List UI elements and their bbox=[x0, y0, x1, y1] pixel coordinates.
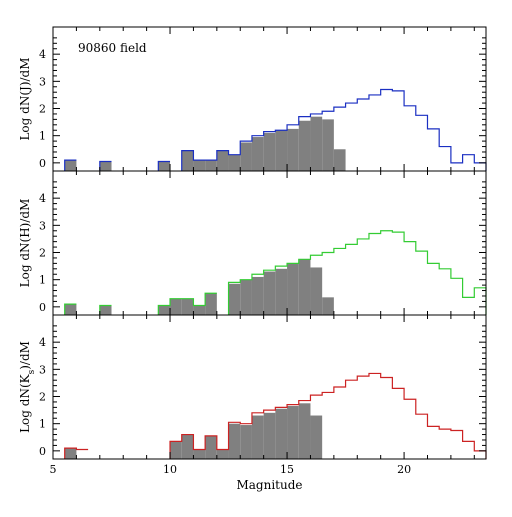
y-tick-label: 2 bbox=[39, 391, 46, 404]
histogram-bar bbox=[251, 415, 264, 459]
histogram-bar bbox=[170, 441, 182, 459]
histogram-bar bbox=[193, 449, 206, 459]
histogram-bar bbox=[170, 298, 182, 315]
y-tick-label: 1 bbox=[39, 130, 46, 143]
y-tick-label: 0 bbox=[39, 157, 46, 170]
histogram-bar bbox=[216, 449, 229, 459]
histogram-bar bbox=[64, 448, 77, 459]
y-tick-label: 3 bbox=[39, 75, 46, 88]
histogram-outline-series bbox=[64, 372, 487, 459]
y-tick-label: 0 bbox=[39, 301, 46, 314]
histogram-bar bbox=[251, 137, 264, 171]
histogram-bar bbox=[181, 298, 194, 315]
histogram-bar bbox=[263, 271, 276, 315]
histogram-bar bbox=[205, 293, 217, 315]
histogram-bar bbox=[298, 403, 311, 459]
y-tick-label: 4 bbox=[39, 192, 46, 205]
histogram-bar bbox=[287, 406, 299, 459]
histogram-bar bbox=[216, 150, 229, 171]
histogram-bar bbox=[228, 283, 241, 315]
histogram-bar bbox=[228, 423, 241, 459]
histogram-bar bbox=[64, 304, 77, 315]
histogram-bar bbox=[228, 154, 241, 171]
histogram-bar bbox=[240, 425, 252, 459]
panel-3: 0 1 2 3 4 5 10 15 20 Log dN(Ks)/dM Magnitude bbox=[18, 314, 487, 492]
histogram-bar bbox=[64, 160, 77, 171]
histogram-bar bbox=[298, 259, 311, 315]
histogram-bar bbox=[99, 161, 112, 171]
histogram-bar bbox=[298, 120, 311, 171]
y-tick-label: 0 bbox=[39, 445, 46, 458]
histogram-bar bbox=[310, 415, 323, 459]
y-tick-label: 3 bbox=[39, 363, 46, 376]
histogram-bar bbox=[205, 435, 217, 459]
x-tick-label: 5 bbox=[50, 463, 57, 476]
y-tick-label: 3 bbox=[39, 219, 46, 232]
histogram-bar bbox=[181, 434, 194, 459]
x-tick-label: 15 bbox=[280, 463, 294, 476]
histogram-bar bbox=[263, 412, 276, 459]
panel-frame bbox=[52, 314, 487, 460]
histogram-bar bbox=[251, 276, 264, 315]
histogram-bar bbox=[193, 160, 206, 171]
histogram-bar bbox=[275, 268, 288, 315]
panel-2: 0 1 2 3 4 Log dN(H)/dM bbox=[18, 170, 487, 316]
histogram-bar bbox=[275, 130, 288, 171]
panel-1: 0 1 2 3 4 Log dN(J)/dM 90860 field bbox=[18, 26, 487, 172]
histogram-bar bbox=[275, 408, 288, 459]
x-tick-label: 20 bbox=[397, 463, 411, 476]
histogram-bar bbox=[333, 149, 346, 171]
histogram-bar bbox=[181, 150, 194, 171]
y-axis-label: Log dN(Ks)/dM bbox=[18, 341, 37, 433]
y-tick-label: 1 bbox=[39, 274, 46, 287]
y-tick-label: 2 bbox=[39, 103, 46, 116]
histogram-bar bbox=[205, 160, 217, 171]
histogram-bar bbox=[287, 263, 299, 315]
histogram-outline-series bbox=[64, 88, 487, 171]
panel-title: 90860 field bbox=[78, 41, 147, 55]
histogram-bar bbox=[322, 119, 334, 171]
histogram-outline-series bbox=[64, 230, 487, 315]
histogram-bar bbox=[263, 132, 276, 171]
y-axis-label: Log dN(H)/dM bbox=[18, 199, 32, 288]
histogram-bar bbox=[240, 279, 252, 315]
y-tick-label: 1 bbox=[39, 418, 46, 431]
histogram-bar bbox=[193, 305, 206, 315]
y-tick-label: 2 bbox=[39, 247, 46, 260]
histogram-bar bbox=[99, 305, 112, 315]
y-axis-label: Log dN(J)/dM bbox=[18, 57, 32, 140]
y-tick-label: 4 bbox=[39, 336, 46, 349]
histogram-bar bbox=[322, 297, 334, 315]
histogram-bar bbox=[310, 116, 323, 171]
y-tick-label: 4 bbox=[39, 48, 46, 61]
x-tick-label: 10 bbox=[163, 463, 177, 476]
histogram-bar bbox=[310, 267, 323, 315]
histogram-bar bbox=[158, 305, 171, 315]
histogram-bar bbox=[287, 128, 299, 171]
histogram-bar bbox=[240, 142, 252, 171]
histogram-bar bbox=[158, 161, 171, 171]
x-axis-label: Magnitude bbox=[236, 478, 302, 492]
